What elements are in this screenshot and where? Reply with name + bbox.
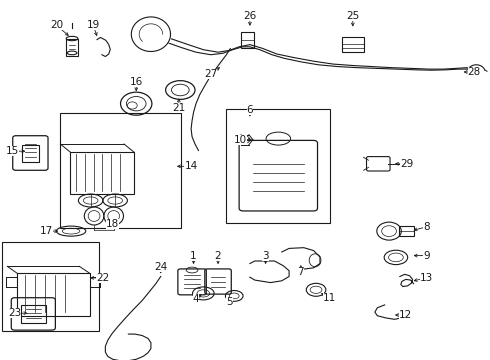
Text: 28: 28 <box>467 67 481 77</box>
Text: 7: 7 <box>297 267 304 277</box>
Text: 8: 8 <box>423 222 430 232</box>
Text: 23: 23 <box>8 308 22 318</box>
Text: 24: 24 <box>154 262 168 272</box>
Bar <box>22 145 39 162</box>
Text: 2: 2 <box>215 251 221 261</box>
Text: 14: 14 <box>184 161 198 171</box>
Text: 6: 6 <box>246 105 253 115</box>
Text: 27: 27 <box>204 69 218 79</box>
Text: 10: 10 <box>234 135 246 145</box>
Text: 16: 16 <box>129 77 143 87</box>
Bar <box>2 242 99 331</box>
Text: 12: 12 <box>399 310 413 320</box>
Bar <box>241 32 254 48</box>
Text: 5: 5 <box>226 297 233 307</box>
Text: 29: 29 <box>400 159 414 169</box>
Text: 21: 21 <box>172 103 186 113</box>
Text: 13: 13 <box>419 273 433 283</box>
Text: 25: 25 <box>346 11 360 21</box>
Bar <box>70 152 134 194</box>
Bar <box>60 113 181 228</box>
Text: 18: 18 <box>106 219 120 229</box>
Text: 22: 22 <box>96 273 110 283</box>
Text: 1: 1 <box>190 251 197 261</box>
Text: 20: 20 <box>50 20 63 30</box>
Text: 3: 3 <box>262 251 269 261</box>
Text: 11: 11 <box>322 293 336 303</box>
Bar <box>17 273 90 316</box>
Text: 17: 17 <box>39 226 53 236</box>
Text: 9: 9 <box>423 251 430 261</box>
Text: 19: 19 <box>86 20 100 30</box>
Bar <box>226 109 330 223</box>
Bar <box>66 39 78 56</box>
Text: 26: 26 <box>243 11 257 21</box>
Bar <box>21 305 46 323</box>
Text: 4: 4 <box>193 294 199 304</box>
Bar <box>399 226 414 236</box>
Bar <box>342 37 364 52</box>
Text: 15: 15 <box>5 146 19 156</box>
